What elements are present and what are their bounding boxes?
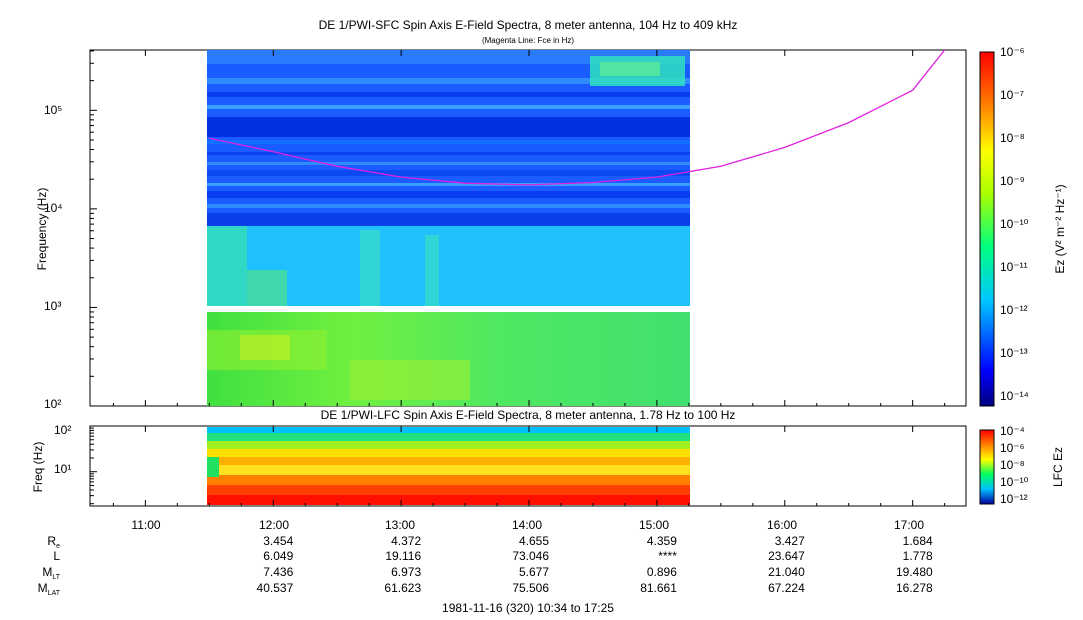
colorbar-tick: 10⁻¹⁰ (1000, 217, 1029, 231)
ytick-label: 10² (54, 423, 72, 437)
colorbar-tick: 10⁻¹⁰ (1000, 475, 1029, 489)
xtick-label: 12:00 (258, 518, 290, 532)
ephemeris-value-re: 3.454 (263, 534, 294, 548)
lower-chart-title: DE 1/PWI-LFC Spin Axis E-Field Spectra, … (320, 408, 736, 422)
ephemeris-value-re: 4.372 (391, 534, 422, 548)
ephemeris-value-re: 4.359 (646, 534, 677, 548)
ephemeris-value-l: **** (658, 549, 677, 563)
ephemeris-value-mlt: 7.436 (263, 565, 294, 579)
ephemeris-value-l: 73.046 (512, 549, 550, 563)
time-range-footer: 1981-11-16 (320) 10:34 to 17:25 (442, 601, 614, 615)
ephemeris-value-re: 1.684 (902, 534, 933, 548)
ytick-label: 10⁵ (44, 103, 63, 117)
xtick-label: 13:00 (384, 518, 416, 532)
ytick-label: 10⁴ (44, 201, 63, 215)
ephemeris-value-mlt: 0.896 (646, 565, 677, 579)
upper-spectrogram (207, 50, 690, 406)
ephemeris-value-mlt: 21.040 (768, 565, 805, 579)
colorbar-tick: 10⁻⁶ (1000, 45, 1025, 59)
xtick-label: 11:00 (131, 518, 161, 532)
xtick-label: 16:00 (766, 518, 798, 532)
colorbar-tick: 10⁻⁷ (1000, 88, 1025, 102)
colorbar-tick: 10⁻¹⁴ (1000, 389, 1029, 403)
colorbar-tick: 10⁻¹¹ (1000, 260, 1028, 274)
ephemeris-label-mlt: MLT (42, 565, 60, 581)
ephemeris-value-re: 4.655 (518, 534, 550, 548)
ephemeris-value-l: 23.647 (768, 549, 805, 563)
ephemeris-value-mlat: 16.278 (895, 581, 933, 595)
ephemeris-value-mlat: 40.537 (256, 581, 294, 595)
colorbar-tick: 10⁻¹² (1000, 303, 1028, 317)
ephemeris-value-l: 19.116 (385, 549, 422, 563)
lower-y-axis-label: Freq (Hz) (31, 441, 45, 493)
ephemeris-label-re: Re (47, 534, 60, 550)
xtick-label: 17:00 (893, 518, 925, 532)
ephemeris-label-l: L (53, 549, 60, 563)
ytick-label: 10³ (44, 299, 62, 313)
colorbar-tick: 10⁻⁹ (1000, 174, 1025, 188)
ephemeris-value-mlat: 81.661 (640, 581, 677, 595)
upper-colorbar (979, 51, 995, 407)
ephemeris-value-mlt: 6.973 (391, 565, 422, 579)
ephemeris-value-mlt: 19.480 (895, 565, 933, 579)
ephemeris-value-mlt: 5.677 (518, 565, 550, 579)
ephemeris-value-l: 6.049 (263, 549, 294, 563)
ephemeris-label-mlat: MLAT (37, 581, 60, 597)
lower-colorbar-label: LFC Ez (1051, 447, 1065, 488)
colorbar-tick: 10⁻¹³ (1000, 346, 1028, 360)
lower-colorbar (979, 429, 995, 505)
ephemeris-value-re: 3.427 (774, 534, 805, 548)
xtick-label: 14:00 (511, 518, 543, 532)
colorbar-tick: 10⁻⁸ (1000, 458, 1025, 472)
ephemeris-value-mlat: 75.506 (512, 581, 550, 595)
xtick-label: 15:00 (638, 518, 670, 532)
ephemeris-value-mlat: 67.224 (768, 581, 805, 595)
colorbar-tick: 10⁻⁶ (1000, 441, 1025, 455)
upper-chart-title: DE 1/PWI-SFC Spin Axis E-Field Spectra, … (318, 18, 738, 32)
ytick-label: 10¹ (54, 462, 72, 476)
colorbar-tick: 10⁻¹² (1000, 492, 1028, 506)
ephemeris-value-mlat: 61.623 (384, 581, 422, 595)
upper-y-axis-label: Frequency (Hz) (35, 187, 49, 271)
colorbar-tick: 10⁻⁴ (1000, 424, 1025, 438)
ytick-label: 10² (44, 397, 62, 411)
fce-line (209, 49, 946, 186)
upper-colorbar-label: Ez (V² m⁻² Hz⁻¹) (1053, 184, 1067, 274)
ephemeris-value-l: 1.778 (902, 549, 933, 563)
lower-spectrogram (207, 427, 690, 505)
upper-chart-subtitle: (Magenta Line: Fce in Hz) (481, 36, 575, 45)
colorbar-tick: 10⁻⁸ (1000, 131, 1025, 145)
